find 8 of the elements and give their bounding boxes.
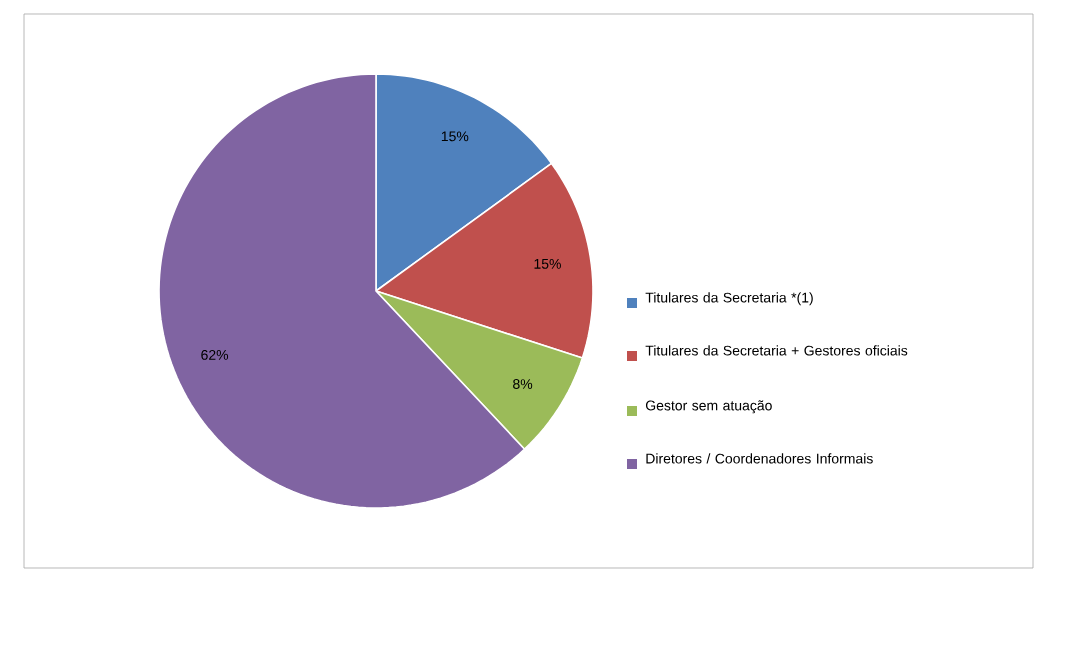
legend-label: Titulares da Secretaria *(1): [645, 292, 813, 306]
data-label: 15%: [441, 131, 469, 142]
data-label: 62%: [201, 349, 229, 360]
data-label: 15%: [534, 258, 561, 269]
legend-label: Titulares da Secretaria + Gestores oficiais: [645, 345, 908, 356]
legend-label: Gestor sem atuação: [645, 400, 772, 414]
legend-label: Diretores / Coordenadores Informais: [646, 453, 873, 464]
data-label: 8%: [513, 379, 533, 389]
